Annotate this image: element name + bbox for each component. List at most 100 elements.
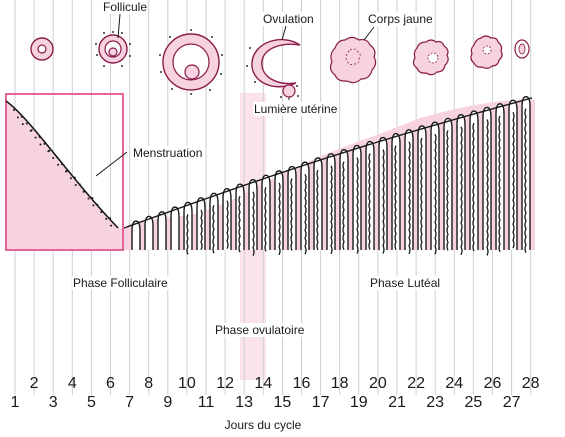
day-number: 17 <box>311 394 330 411</box>
day-number: 18 <box>330 375 349 392</box>
gland-coil <box>434 133 437 255</box>
day-number: 13 <box>235 394 254 411</box>
gland-coil <box>356 157 359 254</box>
endometrial-fold <box>157 211 167 250</box>
follicular-phase-label: Phase Folliculaire <box>72 276 169 290</box>
menstruation-dot <box>16 116 19 119</box>
menstruation-dot <box>69 177 72 180</box>
gland-coil <box>394 145 397 250</box>
gland-coil <box>408 141 411 255</box>
day-number: 4 <box>67 375 77 392</box>
endometrial-fold <box>222 188 232 250</box>
endometrial-fold <box>313 157 323 250</box>
menstruation-dot <box>109 217 112 220</box>
menstruation-dot <box>20 115 23 118</box>
endometrial-fold <box>183 201 193 250</box>
menstruation-label: Menstruation <box>132 146 204 160</box>
gland-coil <box>460 126 463 256</box>
menstruation-dot <box>91 196 94 199</box>
day-number: 6 <box>106 375 115 392</box>
endometrium-surface <box>5 100 119 229</box>
gland-coil <box>212 204 215 254</box>
endometrial-fold <box>430 121 440 250</box>
endometrial-fold <box>326 153 336 250</box>
menstruation-dot <box>39 143 42 146</box>
gland-coil <box>252 191 255 257</box>
gland-coil <box>290 178 293 251</box>
endometrium-top-line <box>123 97 533 229</box>
gland-coil <box>264 186 267 252</box>
day-number: 27 <box>502 394 521 411</box>
endometrial-fold <box>495 103 505 250</box>
ovulation-label: Ovulation <box>262 12 315 26</box>
gland-coil <box>486 119 489 256</box>
ovulation-leader <box>281 25 287 41</box>
x-axis-title: Jours du cycle <box>224 418 302 432</box>
endometrial-fold <box>131 220 141 250</box>
corpus-luteum-3 <box>470 35 503 69</box>
menstruation-dot <box>101 210 104 213</box>
endometrial-fold <box>391 132 401 250</box>
day-number: 22 <box>407 375 425 392</box>
endometrial-fold <box>170 206 180 250</box>
corpus-luteum-1 <box>329 36 377 84</box>
gland-coil <box>498 115 501 253</box>
menstruation-dot <box>61 163 64 166</box>
menstruation-dot <box>48 149 51 152</box>
day-number: 25 <box>464 394 483 411</box>
menstruation-box <box>5 93 124 251</box>
day-number: 14 <box>254 375 273 392</box>
day-number: 19 <box>349 394 368 411</box>
menstruation-dot <box>78 183 81 186</box>
uterine-light-label: Lumière utérine <box>253 102 339 116</box>
day-number: 24 <box>445 375 464 392</box>
day-number: 23 <box>426 394 445 411</box>
day-number: 26 <box>483 375 502 392</box>
day-number: 28 <box>521 375 540 392</box>
day-number: 12 <box>216 375 234 392</box>
menstruation-dot <box>96 203 99 206</box>
gland-coil <box>512 111 515 249</box>
endometrial-fold <box>235 183 245 250</box>
menstruation-dot <box>43 142 46 145</box>
gland-coil <box>226 200 229 250</box>
menstruation-dot <box>25 122 28 125</box>
menstruation-dot <box>13 109 15 111</box>
follicle-label: Follicule <box>102 0 149 14</box>
follicle-leader <box>117 13 121 39</box>
gland-coil <box>472 122 475 252</box>
follicle-stage-2 <box>95 31 131 67</box>
gland-coil <box>330 165 333 255</box>
day-number: 1 <box>10 394 20 411</box>
endometrial-fold <box>443 117 453 250</box>
day-number: 2 <box>29 375 39 392</box>
endometrial-fold <box>274 170 284 250</box>
menstruation-dot <box>110 224 113 227</box>
gland-coil <box>316 169 319 251</box>
menstruation-dot <box>87 197 90 200</box>
endometrial-fold <box>482 106 492 250</box>
menstruation-dot <box>34 136 37 139</box>
day-number: 8 <box>144 375 154 392</box>
ovulatory-phase-label: Phase ovulatoire <box>214 323 306 337</box>
corpus-luteum-leader <box>363 26 375 41</box>
day-number: 20 <box>368 375 387 392</box>
ovulating-follicle <box>246 38 301 98</box>
menstruation-dot <box>38 136 41 139</box>
menstruation-dot <box>83 190 86 193</box>
menstruation-dot <box>65 169 68 172</box>
gland-coil <box>382 149 385 254</box>
follicle-stage-3 <box>159 29 223 95</box>
day-number: 10 <box>177 375 196 392</box>
corpus-albicans <box>514 39 530 59</box>
endometrial-fold <box>378 136 388 250</box>
endometrium-layer <box>6 99 535 250</box>
day-number: 9 <box>163 394 173 411</box>
day-number: 11 <box>197 394 215 411</box>
menstruation-dot <box>92 204 95 207</box>
day-number: 15 <box>273 394 292 411</box>
endometrial-fold <box>144 215 154 250</box>
menstruation-dot <box>74 184 77 187</box>
